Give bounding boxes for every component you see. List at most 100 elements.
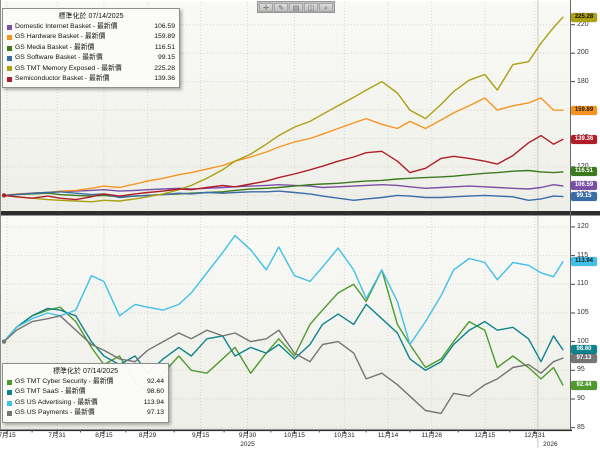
x-axis-label-9-15: 9月15: [192, 432, 210, 439]
legend-item-value: 99.15: [157, 54, 175, 62]
last-price-badge-gs-media-basket: 116.51: [571, 167, 597, 177]
legend-item-gs-tmt-memory-exposed: GS TMT Memory Exposed - 最新價 225.28: [7, 64, 175, 74]
series-line-gs-hardware-basket: [3, 97, 564, 197]
legend-swatch-gs-us-advertising: [7, 400, 12, 406]
legend-swatch-gs-tmt-cyber-security: [7, 379, 12, 385]
y-axis-label-85: 85: [577, 423, 585, 431]
y-axis-label-180: 180: [577, 77, 589, 85]
x-axis-label-11-28: 11月28: [421, 432, 442, 439]
legend-item-label: GS TMT Cyber Security - 最新價: [15, 378, 114, 385]
x-axis-label-11-14: 11月14: [377, 432, 399, 439]
y-axis-label-110: 110: [577, 280, 589, 288]
legend-swatch-gs-tmt-memory-exposed: [7, 66, 12, 72]
series-line-gs-us-advertising: [3, 234, 564, 346]
legend-item-value: 92.44: [146, 378, 164, 385]
legend-item-label: GS Hardware Basket - 最新價: [15, 33, 106, 41]
x-axis-label-12-15: 12月15: [474, 432, 496, 439]
x-axis-label-8-29: 8月29: [138, 432, 157, 439]
y-axis-label-90: 90: [577, 395, 585, 403]
y-axis-label-200: 200: [577, 49, 589, 57]
axis-year-label-2025: 2025: [240, 441, 255, 448]
x-axis-label-10-31: 10月31: [333, 432, 355, 439]
last-price-badge-gs-tmt-saas: 98.60: [571, 345, 597, 355]
legend-bottom-panel[interactable]: 標準化於 07/14/2025 GS TMT Cyber Security - …: [2, 363, 169, 423]
x-axis-line: [0, 429, 572, 432]
y-axis-label-115: 115: [577, 251, 589, 259]
legend-swatch-gs-us-payments: [7, 410, 12, 416]
legend-item-value: 225.28: [154, 64, 175, 72]
series-start-dot-semiconductor-basket: [2, 193, 6, 198]
legend-item-gs-media-basket: GS Media Basket - 最新價 116.51: [7, 43, 175, 53]
legend-swatch-gs-media-basket: [7, 45, 12, 51]
y-axis-label-105: 105: [577, 308, 589, 316]
annotate-button[interactable]: ▤: [289, 2, 303, 12]
y-axis-label-220: 220: [577, 20, 589, 28]
series-line-gs-tmt-saas: [3, 303, 564, 374]
last-price-badge-semiconductor-basket: 139.36: [571, 134, 597, 144]
series-line-semiconductor-basket: [3, 134, 564, 201]
series-line-domestic-internet-basket: [3, 183, 564, 197]
series-start-dot-gs-us-payments: [2, 339, 6, 344]
legend-item-label: GS TMT Memory Exposed - 最新價: [15, 64, 122, 72]
legend-rows-top: Domestic Internet Basket - 最新價 106.59 GS H…: [7, 22, 175, 84]
chart-toolbar: ✛ ✎ ▤ ◫ ⌕: [257, 1, 335, 13]
series-line-gs-software-basket: [3, 190, 564, 202]
last-price-badge-gs-us-advertising: 113.94: [571, 257, 597, 267]
axis-year-label-2026: 2026: [543, 441, 558, 448]
legend-title-top: 標準化於 07/14/2025: [58, 13, 124, 20]
x-axis-label-7-15: 7月15: [0, 432, 16, 439]
legend-item-value: 98.60: [146, 388, 164, 396]
panel-divider: [0, 211, 600, 216]
legend-item-value: 113.94: [143, 398, 164, 406]
legend-swatch-domestic-internet-basket: [7, 24, 12, 30]
legend-item-domestic-internet-basket: Domestic Internet Basket - 最新價 106.59: [7, 22, 175, 32]
legend-item-value: 97.13: [146, 409, 164, 417]
legend-item-semiconductor-basket: Semiconductor Basket - 最新價 139.36: [7, 74, 175, 84]
legend-item-value: 139.36: [154, 75, 175, 83]
legend-item-gs-us-advertising: GS US Advertising - 最新價 113.94: [7, 398, 164, 408]
x-axis-label-7-31: 7月31: [48, 432, 66, 439]
legend-swatch-gs-software-basket: [7, 55, 12, 61]
series-line-gs-us-payments: [3, 315, 564, 415]
legend-item-label: GS US Payments - 最新價: [15, 409, 95, 417]
series-line-gs-tmt-memory-exposed: [3, 16, 564, 203]
panel-button[interactable]: ◫: [304, 2, 318, 12]
crosshair-button[interactable]: ✛: [259, 2, 273, 12]
y-axis-label-120: 120: [577, 222, 589, 230]
legend-swatch-gs-hardware-basket: [7, 35, 12, 41]
legend-top-panel[interactable]: 標準化於 07/14/2025 Domestic Internet Basket…: [2, 8, 180, 89]
last-price-badge-gs-us-payments: 97.13: [571, 353, 597, 363]
legend-item-gs-software-basket: GS Software Basket - 最新價 99.15: [7, 53, 175, 63]
legend-item-value: 106.59: [154, 23, 175, 30]
legend-swatch-semiconductor-basket: [7, 76, 12, 82]
y-axis-label-100: 100: [577, 337, 589, 345]
y-axis-label-95: 95: [577, 366, 585, 374]
last-price-badge-gs-software-basket: 99.15: [571, 192, 597, 202]
legend-item-gs-hardware-basket: GS Hardware Basket - 最新價 159.89: [7, 32, 175, 42]
legend-item-label: GS US Advertising - 最新價: [15, 398, 98, 406]
legend-item-value: 116.51: [154, 43, 175, 51]
zoom-button[interactable]: ⌕: [319, 2, 333, 12]
legend-swatch-gs-tmt-saas: [7, 390, 12, 396]
legend-item-gs-tmt-saas: GS TMT SaaS - 最新價 98.60: [7, 387, 164, 397]
legend-item-label: Semiconductor Basket - 最新價: [15, 75, 110, 83]
last-price-badge-gs-tmt-memory-exposed: 225.28: [571, 12, 597, 22]
last-price-badge-domestic-internet-basket: 106.59: [571, 181, 597, 191]
legend-item-label: GS Media Basket - 最新價: [15, 43, 95, 51]
legend-item-label: GS Software Basket - 最新價: [15, 54, 103, 62]
legend-item-value: 159.89: [154, 33, 175, 41]
legend-item-label: Domestic Internet Basket - 最新價: [15, 23, 118, 30]
legend-item-gs-tmt-cyber-security: GS TMT Cyber Security - 最新價 92.44: [7, 377, 164, 387]
last-price-badge-gs-tmt-cyber-security: 92.44: [571, 380, 597, 390]
draw-button[interactable]: ✎: [274, 2, 288, 12]
x-axis-label-9-30: 9月30: [238, 432, 257, 439]
x-axis-label-10-15: 10月15: [283, 432, 305, 439]
last-price-badge-gs-hardware-basket: 159.89: [571, 105, 597, 115]
legend-item-label: GS TMT SaaS - 最新價: [15, 388, 86, 396]
x-axis-label-8-15: 8月15: [95, 432, 113, 439]
y-axis-label-120: 120: [577, 163, 589, 171]
legend-rows-bottom: GS TMT Cyber Security - 最新價 92.44 GS TMT S…: [7, 377, 164, 419]
x-axis-label-12-31: 12月31: [524, 432, 546, 439]
